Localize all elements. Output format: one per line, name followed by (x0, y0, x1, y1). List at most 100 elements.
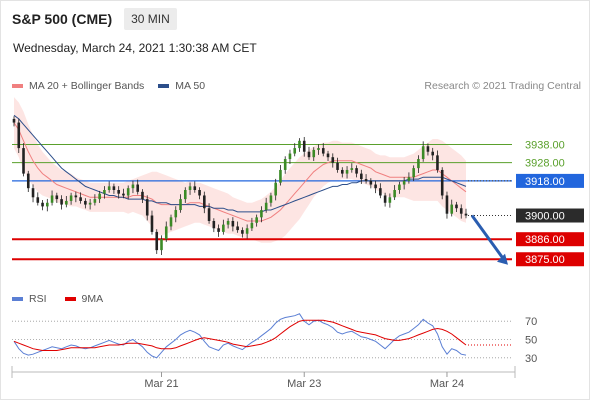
x-tick-Mar 23: Mar 23 (287, 378, 321, 390)
candle-body (355, 168, 358, 174)
price-legend: MA 20 + Bollinger Bands MA 50 (12, 80, 219, 92)
candle-body (69, 195, 73, 201)
candle-body (264, 202, 268, 211)
candle-body (326, 153, 330, 158)
candle-body (36, 197, 40, 203)
candle-body (421, 146, 425, 160)
candle-body (436, 155, 439, 170)
candle-body (150, 215, 154, 232)
legend-ma20-label: MA 20 + Bollinger Bands (29, 80, 145, 92)
candle-body (369, 180, 373, 185)
level-label-3875.00: 3875.00 (525, 254, 565, 266)
timeframe-button[interactable]: 30 MIN (124, 8, 177, 30)
rsi-tick-70: 70 (525, 316, 537, 328)
candle-body (393, 190, 396, 198)
candle-body (445, 195, 449, 214)
candle-body (274, 182, 277, 196)
candle-body (60, 199, 63, 205)
candle-body (41, 202, 44, 207)
candle-body (331, 157, 335, 163)
candle-body (440, 169, 444, 196)
candle-body (169, 217, 173, 227)
candle-body (112, 186, 116, 190)
candle-body (288, 153, 292, 160)
legend-9ma: 9MA (64, 293, 104, 305)
rsi-line (13, 313, 467, 359)
candle-body (74, 195, 78, 198)
candle-body (407, 177, 411, 181)
candle-body (455, 204, 458, 209)
candle-body (412, 168, 415, 178)
x-tick-Mar 24: Mar 24 (430, 378, 464, 390)
rsi-tick-50: 50 (525, 335, 537, 347)
candle-body (55, 195, 59, 200)
candle-body (459, 208, 463, 214)
ma20-swatch (12, 84, 23, 88)
candle-body (379, 188, 382, 196)
level-tag-3875.00 (516, 252, 584, 267)
candle-body (383, 195, 387, 203)
candle-body (193, 186, 197, 190)
last-price-tag (516, 208, 584, 223)
candle-body (188, 186, 192, 190)
x-tick-Mar 21: Mar 21 (144, 378, 178, 390)
candle-body (260, 210, 263, 218)
credit-text: Research © 2021 Trading Central (424, 80, 581, 92)
candle-body (79, 197, 82, 201)
candle-body (402, 180, 406, 185)
candle-body (93, 199, 97, 203)
candle-body (302, 140, 306, 152)
rsi-ma9-line (13, 319, 467, 351)
candle-body (464, 213, 468, 216)
forecast-arrowhead (497, 253, 508, 265)
ma20-line (13, 122, 467, 222)
ma50-line (13, 114, 467, 213)
level-label-3928.00: 3928.00 (525, 158, 565, 170)
candle-body (222, 224, 225, 232)
legend-ma50-label: MA 50 (175, 80, 206, 92)
candle-body (450, 204, 454, 214)
candle-body (212, 220, 216, 229)
ma50-swatch (158, 84, 170, 88)
candle-body (321, 148, 325, 154)
candle-body (88, 202, 92, 205)
candle-body (426, 146, 430, 152)
candle-body (31, 188, 35, 198)
last-price-label: 3900.00 (525, 211, 565, 223)
candle-body (160, 239, 163, 251)
candle-body (174, 210, 178, 218)
level-label-3918.00: 3918.00 (525, 176, 565, 188)
candle-body (293, 148, 297, 154)
candle-body (46, 202, 49, 207)
candle-body (236, 226, 239, 231)
rsi-legend: RSI 9MA (12, 293, 121, 305)
candle-body (155, 231, 159, 251)
level-label-3938.00: 3938.00 (525, 139, 565, 151)
candle-body (203, 195, 206, 209)
candle-body (98, 193, 101, 200)
candle-body (279, 169, 282, 183)
candle-body (255, 217, 258, 223)
candle-body (164, 226, 168, 240)
rsi-swatch (12, 297, 23, 301)
symbol-title: S&P 500 (CME) (12, 11, 113, 27)
candle-body (179, 199, 182, 211)
timestamp: Wednesday, March 24, 2021 1:30:38 AM CET (13, 41, 257, 55)
candle-body (12, 118, 16, 123)
bollinger-band (14, 97, 466, 243)
candle-body (269, 195, 273, 203)
candle-body (122, 193, 125, 196)
candle-body (17, 122, 21, 149)
level-tag-3886.00 (516, 232, 584, 247)
candle-body (298, 140, 301, 149)
candle-body (131, 184, 135, 189)
candle-body (103, 190, 106, 194)
legend-9ma-label: 9MA (81, 293, 104, 305)
level-label-3886.00: 3886.00 (525, 234, 565, 246)
candle-body (374, 184, 377, 189)
candle-body (245, 228, 249, 234)
candle-body (183, 190, 187, 200)
chart-header: S&P 500 (CME) 30 MIN (12, 8, 177, 30)
candle-body (360, 173, 363, 180)
